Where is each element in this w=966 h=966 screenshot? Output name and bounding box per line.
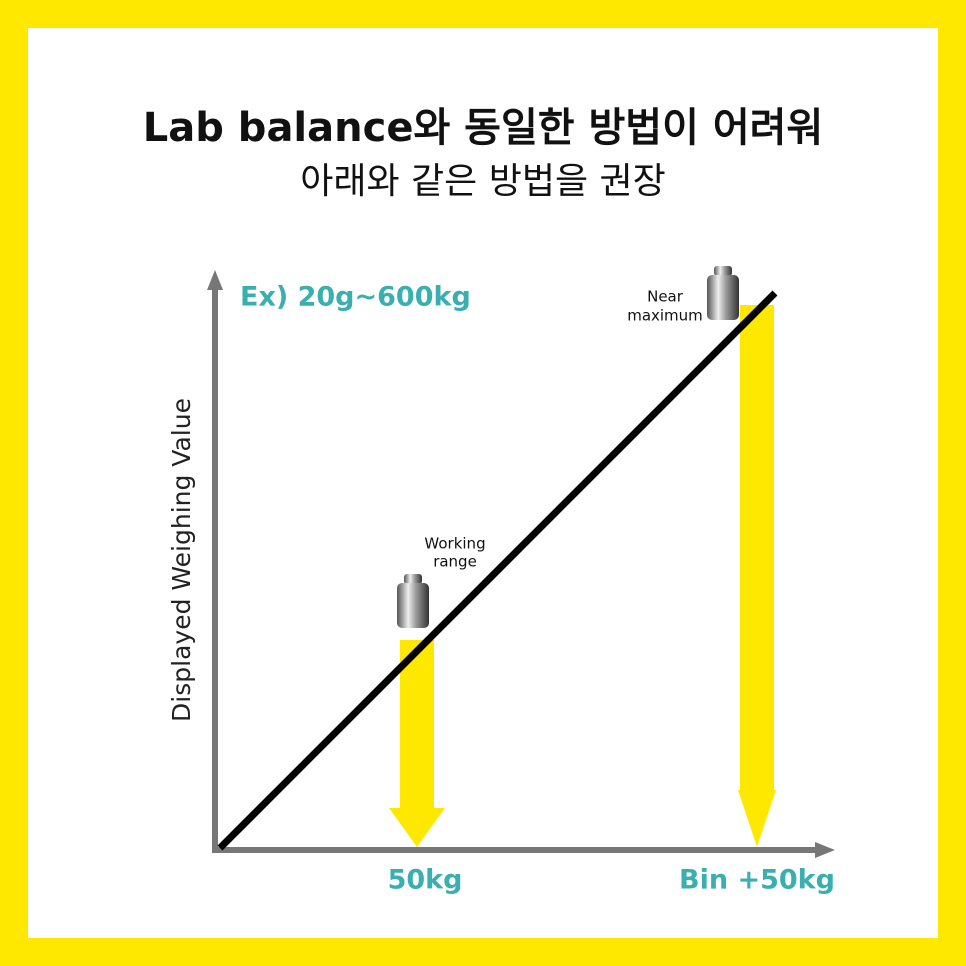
- panel: [28, 28, 938, 938]
- arrow-head: [389, 808, 445, 847]
- y-arrowhead: [207, 270, 223, 290]
- x-label: Bin +50kg: [679, 865, 835, 896]
- annotation: maximum: [627, 307, 703, 325]
- arrow-shaft: [400, 640, 434, 810]
- x-arrowhead: [815, 842, 835, 858]
- subtitle: 아래와 같은 방법을 권장: [300, 161, 666, 202]
- annotation: range: [433, 553, 477, 571]
- arrow-shaft: [740, 305, 774, 790]
- annotation: Near: [647, 288, 684, 306]
- arrow-head: [738, 790, 776, 847]
- y-axis-label: Displayed Weighing Value: [167, 398, 196, 722]
- title: Lab balance와 동일한 방법이 어려워: [143, 105, 823, 151]
- weight-icon: [397, 574, 429, 628]
- response-line: [217, 290, 778, 851]
- weight-icon: [707, 266, 739, 320]
- range-note: Ex) 20g~600kg: [240, 282, 471, 313]
- annotation: Working: [424, 535, 485, 553]
- x-label: 50kg: [388, 865, 463, 896]
